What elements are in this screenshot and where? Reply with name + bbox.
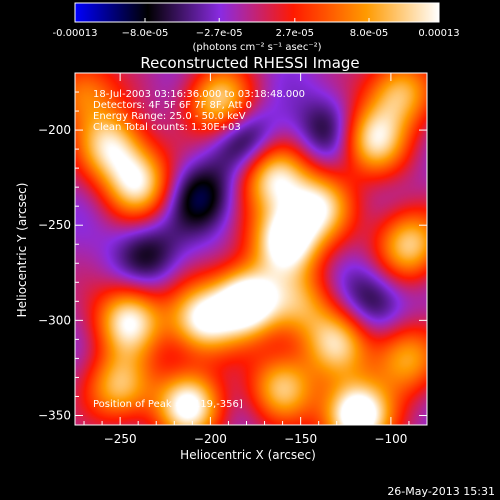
x-tick-label: −250: [104, 432, 137, 446]
y-tick-label: −200: [38, 123, 71, 137]
axis-ticks: −250 −200 −150 −100 −200 −250 −300 −350: [38, 72, 428, 446]
plot-frame: [74, 72, 428, 426]
colorbar-tick-label: −8.0e-05: [122, 28, 169, 39]
colorbar-gradient: [75, 3, 439, 22]
annotation-detectors: Detectors: 4F 5F 6F 7F 8F, Att 0: [93, 100, 252, 111]
annotation-time-range: 18-Jul-2003 03:16:36.000 to 03:18:48.000: [93, 89, 305, 100]
colorbar-tick-label: 2.7e-05: [276, 28, 314, 39]
colorbar-ticks: -0.00013 −8.0e-05 −2.7e-05 2.7e-05 8.0e-05 0.…: [53, 18, 460, 39]
x-tick-label: −150: [284, 432, 317, 446]
colorbar-unit-label: (photons cm⁻² s⁻¹ asec⁻²): [192, 42, 321, 53]
plot-area: 18-Jul-2003 03:16:36.000 to 03:18:48.000…: [74, 72, 428, 426]
footer-timestamp: 26-May-2013 15:31: [387, 485, 495, 498]
colorbar-tick-label: −2.7e-05: [196, 28, 243, 39]
y-tick-label: −300: [38, 313, 71, 327]
chart-title: Reconstructed RHESSI Image: [140, 54, 359, 72]
y-tick-label: −250: [38, 218, 71, 232]
colorbar-tick-label: -0.00013: [53, 28, 98, 39]
annotation-energy-range: Energy Range: 25.0 - 50.0 keV: [93, 111, 246, 122]
x-tick-label: −200: [194, 432, 227, 446]
heatmap-canvas-wrapper: [75, 73, 427, 425]
x-axis-label: Heliocentric X (arcsec): [180, 448, 316, 462]
colorbar-tick-label: 0.00013: [418, 28, 459, 39]
y-tick-label: −350: [38, 408, 71, 422]
annotation-counts: Clean Total counts: 1.30E+03: [93, 122, 241, 133]
colorbar: -0.00013 −8.0e-05 −2.7e-05 2.7e-05 8.0e-05 0.…: [53, 2, 460, 53]
peak-position-label: Position of Peak = [-119,-356]: [93, 399, 243, 410]
y-axis-label: Heliocentric Y (arcsec): [15, 183, 29, 318]
x-tick-label: −100: [374, 432, 407, 446]
heatmap-image: [75, 73, 427, 425]
colorbar-frame: [74, 2, 440, 23]
colorbar-tick-label: 8.0e-05: [350, 28, 388, 39]
